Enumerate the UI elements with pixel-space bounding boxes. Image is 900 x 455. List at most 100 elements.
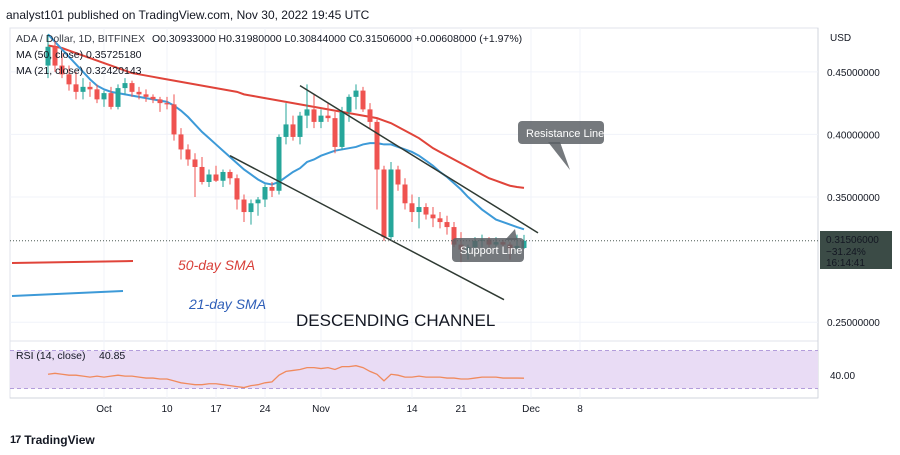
time-tick-label: Dec (522, 404, 540, 415)
candle-body (353, 90, 359, 97)
candle (402, 178, 408, 210)
candle-body (318, 115, 324, 122)
candle-body (66, 74, 72, 85)
candle-body (192, 159, 198, 167)
candle-body (269, 187, 275, 191)
candle-body (101, 93, 107, 100)
candle-body (241, 199, 247, 213)
candle (87, 81, 93, 97)
candle (178, 128, 184, 160)
time-tick-label: 21 (455, 404, 467, 415)
candle-body (248, 203, 254, 213)
candle-body (213, 174, 219, 181)
candle-body (52, 46, 58, 66)
candle-body (276, 136, 282, 191)
candle (192, 153, 198, 198)
time-tick-label: 14 (406, 404, 418, 415)
candle-body (45, 46, 51, 66)
candle (297, 111, 303, 145)
candle (360, 86, 366, 112)
candle (108, 86, 114, 110)
candle (101, 90, 107, 107)
candle (73, 71, 79, 100)
candle (290, 115, 296, 141)
candle (213, 165, 219, 182)
candle-body (234, 178, 240, 200)
time-tick-label: 17 (210, 404, 222, 415)
resistance-label: Resistance Line (526, 128, 604, 140)
candle (269, 181, 275, 198)
candle (220, 169, 226, 188)
candle-body (325, 115, 331, 119)
candle (409, 194, 415, 223)
resistance-callout-pointer (548, 142, 570, 170)
candle-body (409, 203, 415, 213)
candle (318, 109, 324, 129)
candle (80, 78, 86, 100)
candle (185, 144, 191, 166)
time-tick-label: Nov (312, 404, 330, 415)
legend-rsi-value: 40.85 (99, 350, 125, 362)
time-tick-label: Oct (96, 404, 112, 415)
candle-body (304, 109, 310, 116)
candle (136, 86, 142, 100)
candle-body (374, 121, 380, 170)
candle-body (136, 91, 142, 95)
candle-body (150, 96, 156, 100)
candle (395, 165, 401, 191)
candle (164, 96, 170, 110)
candle-body (178, 134, 184, 150)
candle-body (451, 227, 457, 245)
candle (199, 156, 205, 185)
candle-body (416, 207, 422, 213)
footer-brand[interactable]: 17 TradingView (10, 433, 95, 447)
price-tick-label: 0.45000000 (827, 68, 880, 79)
support-line (229, 155, 505, 301)
price-axis-ticks: 0.45000000 0.40000000 0.35000000 0.25000000 (827, 68, 880, 329)
candle (367, 103, 373, 129)
sma50-label: 50-day SMA (178, 257, 255, 273)
legend-rsi: RSI (14, close) (16, 350, 85, 362)
current-price-bg (820, 231, 892, 269)
footer-brand-name: TradingView (24, 433, 95, 447)
channel-label: DESCENDING CHANNEL (296, 311, 495, 330)
resistance-callout-box (518, 121, 604, 144)
rsi-axis-tick: 40.00 (830, 371, 855, 382)
candle (115, 84, 121, 110)
resistance-callout[interactable]: Resistance Line (518, 121, 604, 170)
candle (248, 199, 254, 225)
candle (339, 106, 345, 150)
support-callout-box (452, 238, 524, 262)
candle-body (297, 115, 303, 137)
candle-body (206, 174, 212, 182)
candle-body (87, 86, 93, 90)
candle (157, 96, 163, 112)
tradingview-logo-icon: 17 (10, 434, 21, 446)
price-tick-label: 0.25000000 (827, 318, 880, 329)
candle-body (395, 169, 401, 185)
candle (241, 194, 247, 223)
candle-body (402, 184, 408, 204)
candle (234, 174, 240, 210)
candle (304, 84, 310, 129)
candle (444, 215, 450, 235)
candle (276, 134, 282, 195)
candle (262, 184, 268, 208)
candle (94, 84, 100, 104)
legend-symbol: ADA / Dollar, 1D, BITFINEX (16, 33, 145, 45)
candle (353, 84, 359, 110)
support-callout[interactable]: Support Line (452, 229, 524, 262)
candle (143, 89, 149, 102)
countdown: 16:14:41 (826, 258, 865, 269)
candle-body (430, 214, 436, 219)
candle-body (59, 65, 65, 75)
ma50-line (47, 44, 525, 189)
time-tick-label: 10 (161, 404, 173, 415)
candle (122, 78, 128, 95)
candle (388, 161, 394, 241)
candle-body (185, 149, 191, 160)
support-label: Support Line (460, 245, 522, 257)
candle-body (339, 111, 345, 147)
candle-body (220, 171, 226, 181)
